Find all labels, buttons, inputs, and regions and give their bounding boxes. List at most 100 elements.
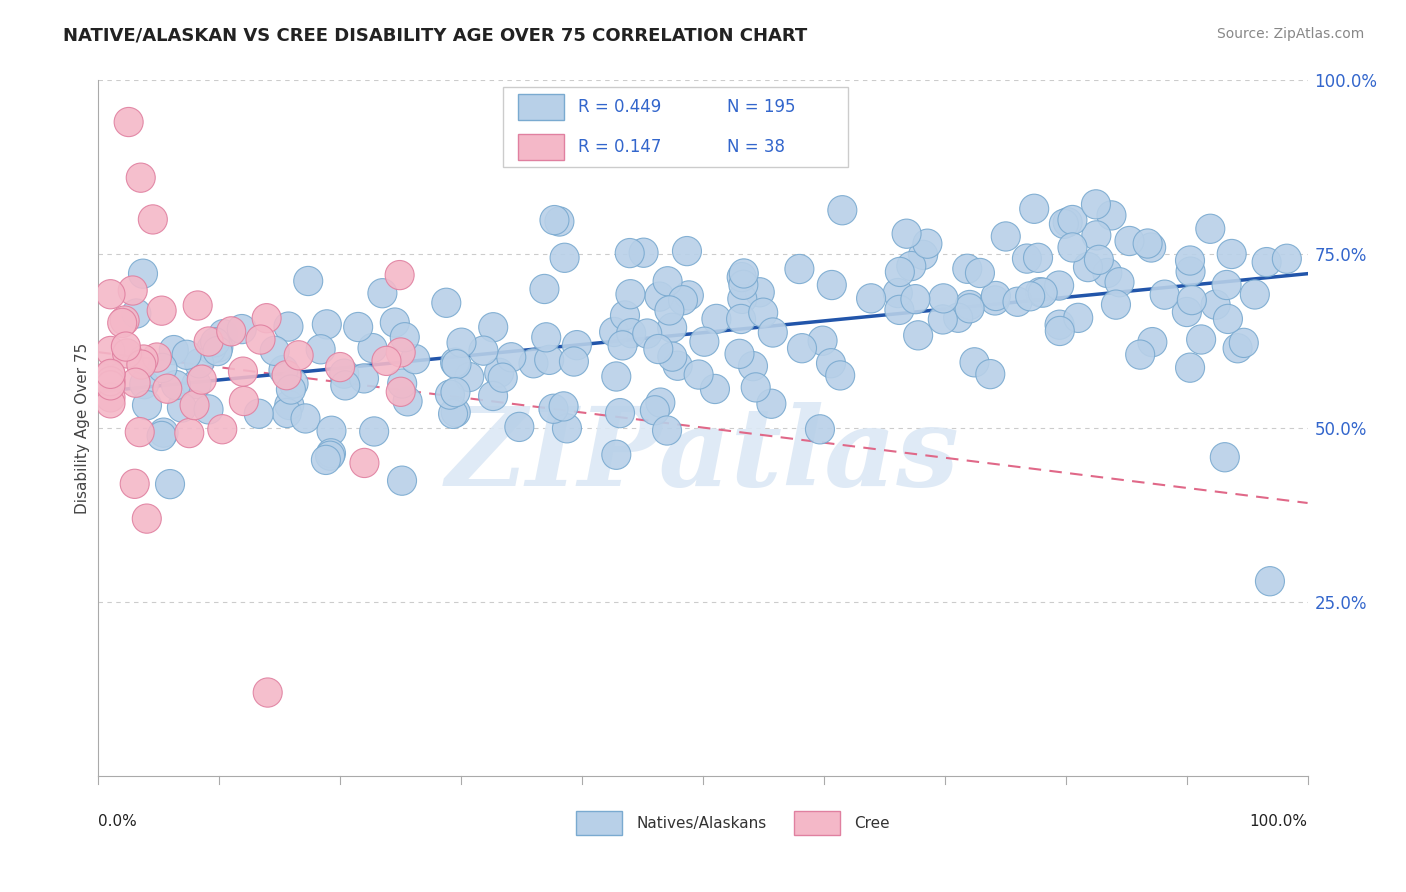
Ellipse shape: [700, 375, 730, 403]
Ellipse shape: [269, 355, 298, 384]
Ellipse shape: [1223, 334, 1253, 363]
Ellipse shape: [928, 305, 957, 334]
Ellipse shape: [654, 267, 682, 296]
Text: NATIVE/ALASKAN VS CREE DISABILITY AGE OVER 75 CORRELATION CHART: NATIVE/ALASKAN VS CREE DISABILITY AGE OV…: [63, 27, 807, 45]
Ellipse shape: [132, 504, 162, 533]
Ellipse shape: [519, 349, 548, 378]
Ellipse shape: [616, 279, 645, 309]
Ellipse shape: [125, 417, 155, 447]
Ellipse shape: [825, 360, 855, 390]
Ellipse shape: [640, 396, 669, 425]
Ellipse shape: [120, 469, 149, 499]
Ellipse shape: [1045, 317, 1074, 345]
Ellipse shape: [953, 254, 981, 284]
Ellipse shape: [441, 398, 470, 427]
Ellipse shape: [316, 439, 346, 468]
Ellipse shape: [208, 415, 236, 444]
Ellipse shape: [441, 350, 471, 379]
Ellipse shape: [602, 440, 631, 469]
Ellipse shape: [183, 291, 212, 320]
Ellipse shape: [1015, 282, 1045, 311]
Ellipse shape: [330, 371, 360, 400]
Ellipse shape: [546, 207, 574, 236]
Y-axis label: Disability Age Over 75: Disability Age Over 75: [75, 343, 90, 514]
Ellipse shape: [645, 388, 675, 417]
Ellipse shape: [991, 222, 1021, 251]
Ellipse shape: [929, 284, 957, 313]
Ellipse shape: [138, 205, 167, 234]
Ellipse shape: [534, 345, 564, 375]
Ellipse shape: [485, 359, 513, 387]
Ellipse shape: [326, 352, 354, 382]
Ellipse shape: [672, 236, 702, 266]
Ellipse shape: [96, 383, 125, 412]
Ellipse shape: [496, 343, 526, 372]
Ellipse shape: [886, 257, 914, 286]
Ellipse shape: [668, 285, 697, 315]
Ellipse shape: [943, 303, 973, 333]
Ellipse shape: [1019, 194, 1049, 223]
Text: Natives/Alaskans: Natives/Alaskans: [637, 815, 766, 830]
Ellipse shape: [391, 323, 419, 351]
Ellipse shape: [401, 344, 430, 374]
Ellipse shape: [360, 417, 388, 446]
Text: ZIPatlas: ZIPatlas: [446, 402, 960, 509]
Ellipse shape: [727, 262, 756, 292]
Ellipse shape: [904, 321, 932, 350]
Ellipse shape: [728, 285, 756, 313]
Ellipse shape: [388, 466, 416, 495]
Ellipse shape: [229, 386, 259, 416]
Ellipse shape: [655, 296, 683, 325]
Ellipse shape: [1195, 214, 1225, 244]
FancyBboxPatch shape: [517, 94, 564, 120]
Ellipse shape: [454, 362, 484, 392]
Ellipse shape: [246, 325, 276, 354]
Ellipse shape: [1028, 278, 1057, 307]
Ellipse shape: [758, 318, 787, 347]
Ellipse shape: [599, 318, 628, 347]
Text: R = 0.449: R = 0.449: [578, 98, 662, 116]
FancyBboxPatch shape: [503, 87, 848, 168]
Ellipse shape: [1136, 233, 1166, 262]
Ellipse shape: [883, 278, 912, 308]
Ellipse shape: [350, 364, 378, 393]
Ellipse shape: [690, 327, 718, 356]
Ellipse shape: [602, 362, 631, 391]
Ellipse shape: [1133, 229, 1163, 258]
Ellipse shape: [252, 303, 281, 333]
Text: N = 38: N = 38: [727, 138, 785, 156]
Ellipse shape: [277, 375, 305, 404]
Ellipse shape: [194, 326, 224, 356]
Ellipse shape: [174, 418, 204, 448]
Ellipse shape: [315, 442, 344, 470]
Text: 100.0%: 100.0%: [1250, 814, 1308, 830]
Ellipse shape: [127, 163, 155, 193]
Ellipse shape: [1175, 246, 1205, 275]
Ellipse shape: [129, 369, 159, 399]
Ellipse shape: [617, 318, 645, 348]
Text: 0.0%: 0.0%: [98, 814, 138, 830]
Ellipse shape: [610, 301, 640, 330]
Ellipse shape: [478, 382, 508, 410]
Ellipse shape: [1064, 303, 1092, 333]
Ellipse shape: [1272, 244, 1302, 273]
Ellipse shape: [756, 389, 786, 418]
Ellipse shape: [1240, 280, 1270, 309]
Ellipse shape: [785, 254, 814, 284]
Ellipse shape: [149, 418, 179, 447]
Ellipse shape: [153, 374, 181, 403]
Ellipse shape: [730, 259, 758, 288]
Ellipse shape: [159, 335, 188, 365]
Ellipse shape: [685, 360, 713, 389]
Ellipse shape: [616, 238, 644, 268]
Ellipse shape: [148, 421, 176, 450]
Ellipse shape: [96, 389, 125, 418]
Ellipse shape: [1187, 325, 1216, 354]
Ellipse shape: [110, 306, 139, 335]
Ellipse shape: [274, 391, 304, 419]
Ellipse shape: [966, 259, 994, 287]
FancyBboxPatch shape: [517, 134, 564, 161]
Ellipse shape: [1025, 277, 1054, 307]
FancyBboxPatch shape: [576, 811, 621, 835]
Ellipse shape: [253, 678, 283, 707]
